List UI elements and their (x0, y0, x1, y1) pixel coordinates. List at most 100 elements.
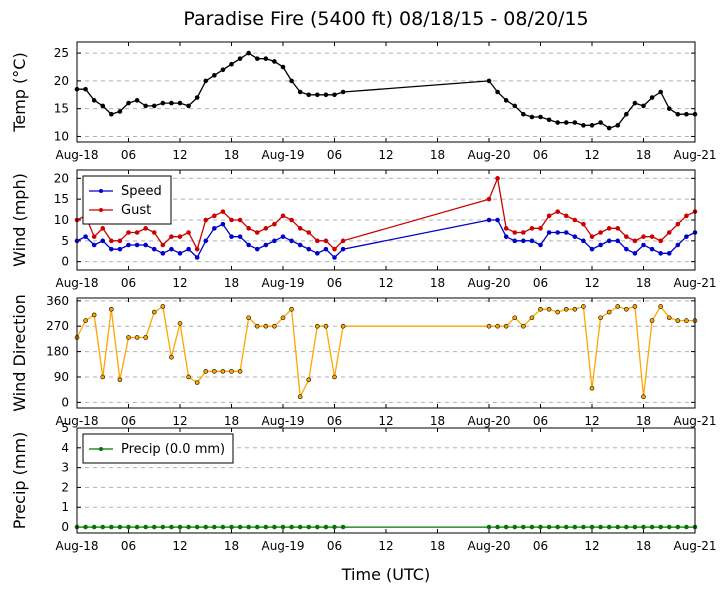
data-point (263, 56, 269, 61)
series-line (76, 305, 695, 399)
data-point (160, 524, 166, 530)
data-point (229, 524, 234, 530)
data-point (151, 309, 157, 315)
data-point (280, 64, 286, 70)
y-tick-label: 90 (54, 370, 69, 384)
data-point (606, 524, 612, 530)
data-point (641, 524, 646, 530)
data-point (280, 213, 286, 219)
x-tick-label: 06 (121, 148, 136, 162)
data-point (503, 524, 509, 530)
data-point (220, 369, 226, 374)
data-point (263, 226, 269, 231)
data-point (538, 242, 543, 248)
x-tick-label: Aug-19 (261, 539, 304, 553)
data-point (332, 246, 337, 252)
data-point (289, 306, 294, 312)
data-point (529, 524, 535, 530)
x-tick-label: 18 (430, 414, 445, 428)
data-point (254, 230, 260, 235)
data-point (160, 100, 166, 106)
data-point (91, 312, 97, 318)
data-point (641, 242, 646, 248)
data-point (332, 92, 337, 98)
data-point (254, 56, 260, 61)
x-tick-label: 18 (636, 276, 651, 290)
data-point (632, 524, 638, 530)
panel-wind: 0 5 10 15 20 Aug-18 06 12 18 Aug-19 06 12 18 Aug-20 06… (10, 169, 717, 290)
data-point (658, 251, 663, 256)
y-tick-label: 270 (46, 319, 69, 333)
data-point (332, 255, 337, 260)
data-point (134, 230, 140, 235)
data-point (109, 246, 114, 252)
data-point (521, 111, 526, 117)
data-point (624, 234, 629, 239)
data-point (212, 73, 217, 78)
panel-frame (76, 169, 696, 271)
data-point (289, 78, 294, 84)
data-point (151, 524, 157, 530)
data-point (203, 238, 209, 244)
data-point (538, 114, 543, 120)
x-tick-label: 06 (121, 276, 136, 290)
data-point (246, 315, 251, 321)
data-point (649, 95, 655, 100)
data-point (598, 230, 603, 235)
data-point (186, 374, 191, 380)
data-point (126, 335, 131, 340)
data-point (117, 524, 123, 530)
data-point (512, 524, 518, 530)
data-point (521, 323, 526, 329)
data-point (229, 61, 234, 67)
data-point (177, 321, 183, 326)
data-point (641, 103, 646, 109)
data-point (280, 234, 286, 239)
data-point (598, 120, 603, 125)
data-point (117, 238, 123, 244)
x-tick-label: 18 (636, 539, 651, 553)
data-point (521, 238, 526, 244)
data-point (246, 226, 251, 231)
data-point (117, 246, 123, 252)
data-point (658, 238, 663, 244)
x-tick-label: 06 (327, 276, 342, 290)
data-point (563, 524, 569, 530)
data-point (134, 524, 140, 530)
series-line (77, 52, 695, 129)
data-point (169, 524, 174, 530)
data-point (203, 78, 209, 84)
data-point (237, 56, 243, 61)
panel-wdir: 0 90 180 270 360 Aug-18 06 12 18 Aug-19 06 12 18 Aug-… (10, 294, 717, 428)
x-tick-label: 12 (584, 276, 599, 290)
data-point (272, 323, 277, 329)
x-tick-label: 12 (172, 148, 187, 162)
data-point (486, 217, 492, 223)
y-tick-label: 2 (61, 480, 69, 494)
data-point (315, 238, 320, 244)
data-point (606, 125, 612, 131)
y-tick-label: 3 (61, 461, 69, 475)
series-wind-1 (74, 175, 698, 252)
data-point (100, 374, 106, 380)
legend-box (82, 175, 172, 225)
data-point (581, 304, 586, 309)
data-point (512, 315, 518, 321)
legend-precip: Precip (0.0 mm) (82, 433, 234, 464)
x-tick-label: 06 (121, 414, 136, 428)
data-point (315, 524, 320, 530)
data-point (615, 123, 621, 128)
data-point (684, 213, 689, 219)
data-point (83, 318, 88, 323)
data-point (143, 103, 148, 109)
x-tick-label: 18 (224, 148, 239, 162)
data-point (315, 251, 320, 256)
data-point (143, 242, 148, 248)
data-point (237, 524, 243, 530)
x-tick-label: 18 (224, 539, 239, 553)
x-tick-label: Aug-20 (467, 148, 510, 162)
data-point (546, 306, 552, 312)
data-point (143, 524, 148, 530)
